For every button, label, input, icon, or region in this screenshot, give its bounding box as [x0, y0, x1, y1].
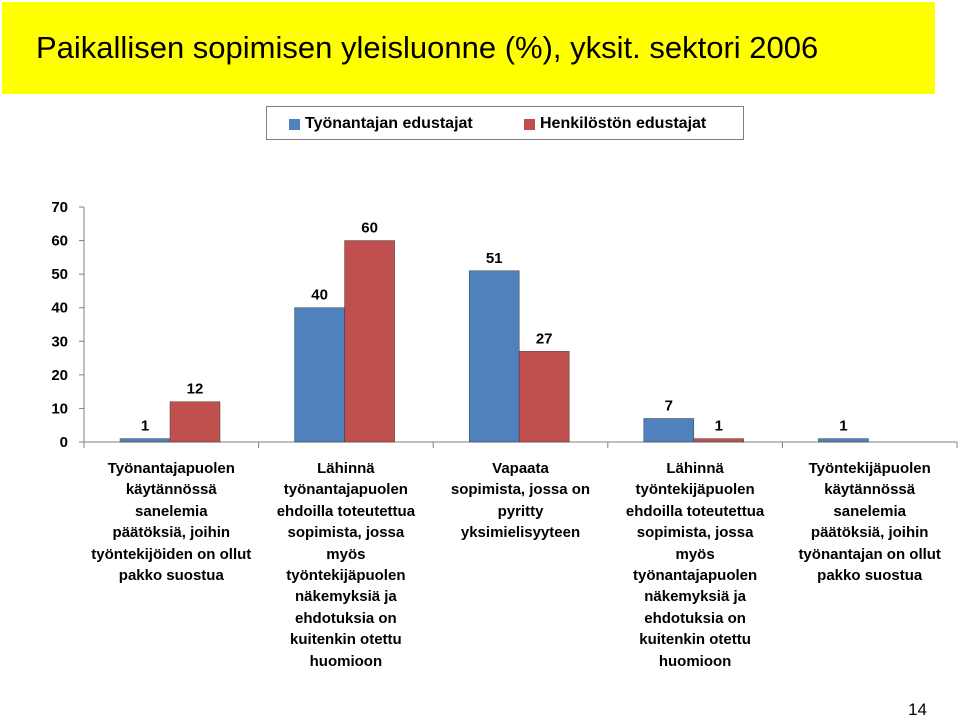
category-label-4: Lähinnä työntekijäpuolen ehdoilla toteut… — [625, 460, 765, 670]
data-label-s2-c2: 60 — [361, 220, 378, 237]
legend-swatch-series-2 — [524, 118, 535, 130]
data-label-s2-c4: 1 — [715, 418, 723, 435]
category-label-5: Työntekijäpuolen käytännössä sanelemia p… — [798, 460, 941, 585]
category-label-2: Lähinnä työnantajapuolen ehdoilla toteut… — [276, 460, 416, 670]
bar-s1-c5 — [818, 438, 869, 443]
bar-s1-c1 — [119, 438, 171, 443]
legend-item-series-2: Henkilöstön edustajat — [524, 115, 706, 133]
legend-swatch-series-1 — [289, 118, 300, 130]
y-tick-label: 40 — [51, 300, 68, 317]
bar-s1-c3 — [468, 270, 520, 443]
category-label-1: Työnantajapuolen käytännössä sanelemia p… — [91, 460, 252, 585]
y-tick-label: 10 — [51, 400, 68, 417]
page-number: 14 — [908, 700, 927, 719]
bar-s1-c2 — [294, 307, 345, 443]
category-label-3: Vapaata sopimista, jossa on pyritty yksi… — [450, 460, 591, 542]
y-tick-label: 60 — [51, 233, 68, 250]
y-tick-label: 30 — [51, 333, 68, 350]
bar-s2-c3 — [518, 351, 570, 443]
bar-s1-c4 — [643, 418, 695, 443]
data-label-s2-c1: 12 — [187, 381, 204, 398]
slide-title: Paikallisen sopimisen yleisluonne (%), y… — [36, 30, 819, 65]
y-tick-label: 0 — [60, 434, 68, 451]
chart-legend: Työnantajan edustajat Henkilöstön edusta… — [266, 106, 744, 140]
data-label-s1-c4: 7 — [665, 398, 673, 415]
bar-s2-c4 — [693, 438, 745, 443]
y-tick-label: 50 — [51, 266, 68, 283]
data-label-s1-c3: 51 — [486, 250, 503, 267]
legend-label-series-1: Työnantajan edustajat — [305, 115, 473, 132]
bar-s2-c1 — [169, 401, 221, 443]
y-tick-label: 20 — [51, 367, 68, 384]
y-tick-label: 70 — [51, 199, 68, 216]
data-label-s2-c3: 27 — [536, 330, 553, 347]
data-label-s1-c5: 1 — [839, 418, 847, 435]
bar-s2-c2 — [344, 240, 395, 443]
data-label-s1-c2: 40 — [311, 287, 328, 304]
legend-label-series-2: Henkilöstön edustajat — [540, 115, 707, 132]
title-bar: Paikallisen sopimisen yleisluonne (%), y… — [2, 2, 935, 94]
legend-item-series-1: Työnantajan edustajat — [289, 115, 473, 133]
data-label-s1-c1: 1 — [141, 418, 149, 435]
